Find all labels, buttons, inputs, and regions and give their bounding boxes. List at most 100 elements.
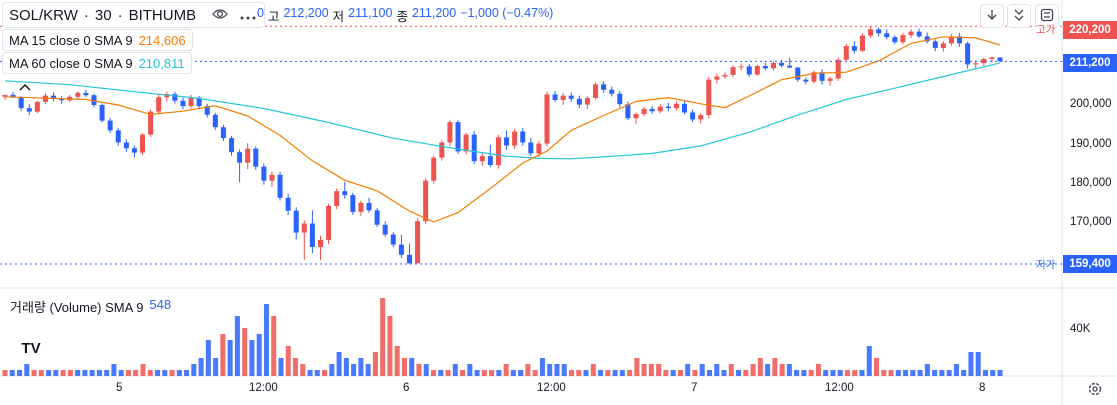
candle-body	[989, 57, 995, 59]
volume-bar	[46, 370, 52, 376]
settings-icon	[1087, 381, 1103, 402]
ohlc-high-label: 고	[267, 10, 280, 24]
candle-body	[309, 223, 315, 247]
chart-settings-button[interactable]	[1084, 380, 1106, 402]
candle-body	[75, 92, 81, 97]
volume-bar	[481, 370, 487, 376]
volume-bar	[677, 370, 683, 376]
volume-bar	[859, 370, 865, 376]
volume-bar	[946, 370, 952, 376]
candle-body	[682, 103, 688, 113]
ohlc-low-value: 211,100	[348, 6, 393, 20]
volume-bar	[452, 364, 458, 376]
candle-body	[277, 174, 283, 198]
candle-body	[140, 134, 146, 153]
candle-body	[948, 36, 954, 44]
more-icon[interactable]	[240, 7, 256, 24]
volume-bar	[823, 370, 829, 376]
candle-body	[811, 72, 817, 82]
candle-body	[212, 114, 218, 128]
volume-bar	[67, 370, 73, 376]
volume-bar	[888, 370, 894, 376]
candle-body	[107, 120, 113, 131]
candle-body	[876, 29, 882, 34]
volume-bar	[271, 316, 277, 376]
candle-body	[463, 134, 469, 152]
time-label-8: 8	[979, 382, 986, 394]
scroll-down-button[interactable]	[980, 4, 1004, 28]
candle-body	[803, 79, 809, 82]
symbol-name: SOL/KRW	[9, 6, 78, 24]
volume-bar	[801, 370, 807, 376]
volume-bar	[307, 370, 313, 376]
volume-bar	[772, 358, 778, 376]
candle-body	[220, 127, 226, 139]
candle-body	[851, 46, 857, 51]
candle-body	[892, 37, 898, 43]
candle-body	[293, 210, 299, 233]
symbol-sep-1: ·	[83, 6, 89, 24]
candle-body	[787, 65, 793, 68]
candle-body	[601, 84, 607, 90]
volume-bar	[213, 358, 219, 376]
volume-bar	[547, 364, 553, 376]
volume-bar	[423, 364, 429, 376]
volume-bar	[220, 334, 226, 376]
volume-bar	[568, 370, 575, 376]
candle-body	[317, 239, 323, 247]
volume-bar	[293, 358, 299, 376]
volume-bar	[634, 358, 640, 376]
indicator-ma15[interactable]: MA 15 close 0 SMA 9 214,606	[2, 29, 193, 51]
volume-bar	[714, 364, 720, 376]
candle-body	[253, 148, 259, 167]
candle-body	[471, 134, 477, 162]
candle-body	[649, 108, 655, 112]
volume-bar	[786, 364, 792, 376]
volume-bar	[895, 370, 901, 376]
volume-bar	[474, 370, 480, 376]
tradingview-logo[interactable]: TV	[14, 334, 48, 362]
ohlc-change: −1,000 (−0.47%)	[460, 6, 554, 20]
candle-body	[83, 92, 89, 96]
ohlc-high-value: 212,200	[283, 6, 329, 20]
volume-bar	[692, 370, 698, 376]
candle-body	[714, 76, 720, 80]
volume-bar	[699, 364, 705, 376]
ohlc-readout: 0 고 212,200 저 211,100 종 211,200 −1,000 (…	[257, 6, 553, 25]
volume-bar	[147, 370, 153, 376]
volume-bar	[830, 370, 836, 376]
price-tick-190000: 190,000	[1070, 138, 1112, 150]
candle-body	[827, 78, 833, 81]
candle-body	[512, 131, 518, 146]
candle-body	[779, 62, 785, 66]
snapshot-button[interactable]	[1035, 4, 1059, 28]
candle-body	[487, 156, 493, 166]
eye-icon[interactable]	[212, 7, 228, 23]
candle-body	[26, 108, 32, 112]
volume-bar	[968, 352, 974, 376]
candle-body	[738, 66, 744, 68]
candle-body	[536, 143, 542, 154]
snapshot-icon	[1040, 8, 1054, 25]
volume-bar	[844, 370, 850, 376]
time-label-1200-c: 12:00	[825, 382, 854, 394]
collapse-pane-button[interactable]	[1007, 4, 1031, 28]
candle-body	[568, 95, 574, 99]
volume-legend[interactable]: 거래량 (Volume) SMA 9 548	[10, 297, 171, 316]
volume-bar	[489, 370, 495, 376]
symbol-title[interactable]: SOL/KRW · 30 · BITHUMB	[2, 2, 266, 28]
collapse-legend-button[interactable]	[14, 78, 36, 96]
candle-body	[188, 97, 194, 107]
candle-body	[625, 104, 631, 119]
volume-bar	[590, 364, 596, 376]
candle-body	[261, 166, 267, 181]
candle-body	[576, 98, 582, 105]
volume-bar	[510, 370, 516, 376]
indicator-ma60[interactable]: MA 60 close 0 SMA 9 210,811	[2, 52, 192, 74]
symbol-interval: 30	[94, 6, 112, 24]
candle-body	[342, 191, 348, 196]
volume-bar	[285, 346, 291, 376]
volume-bar	[96, 370, 102, 376]
candle-body	[366, 202, 372, 211]
